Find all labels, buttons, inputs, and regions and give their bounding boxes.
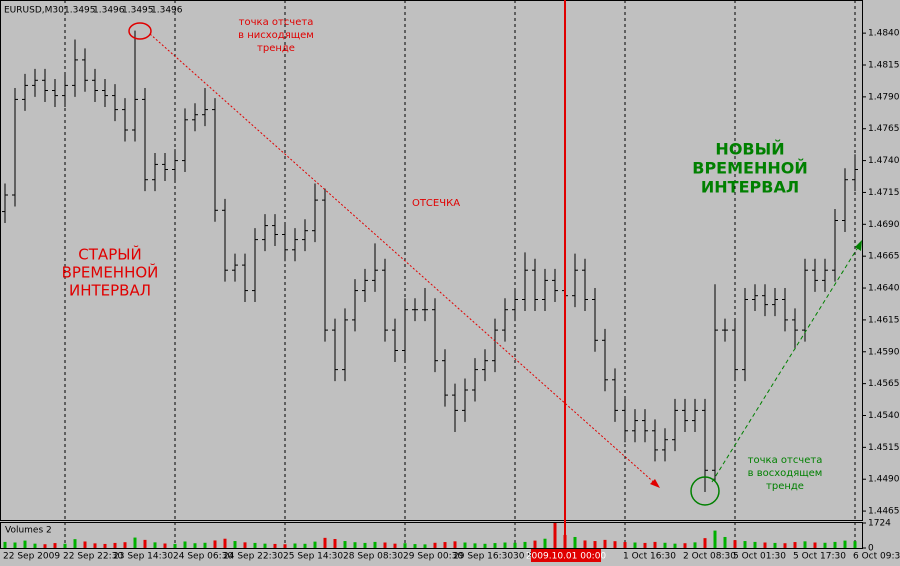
y-tick-label: 1.4665	[868, 252, 900, 262]
x-tick-label: 24 Sep 22:30	[223, 552, 283, 562]
annotation: НОВЫЙ	[715, 140, 784, 159]
y-tick-label: 1.4765	[868, 124, 900, 134]
x-tick-label: 2 Oct 08:30	[683, 552, 736, 562]
x-tick-label: 1 Oct 16:30	[623, 552, 676, 562]
down-trend-line	[149, 33, 659, 487]
y-tick-label: 1.4465	[868, 507, 900, 517]
y-tick-label: 1.4690	[868, 220, 900, 230]
start-circle	[690, 476, 720, 506]
x-tick-label: 29 Sep 00:30	[403, 552, 463, 562]
header-value: 1.3495	[122, 6, 154, 16]
annotation: тренде	[766, 481, 804, 492]
annotation: в нисходящем	[238, 30, 314, 41]
volume-tick-label: 0	[868, 544, 874, 554]
main-frame	[0, 0, 863, 521]
header-value: 1.3496	[93, 6, 125, 16]
cursor-label-bg	[531, 549, 601, 562]
annotation: СТАРЫЙ	[78, 245, 141, 264]
y-tick-label: 1.4740	[868, 156, 900, 166]
annotation: в восходящем	[748, 468, 823, 479]
annotation: ИНТЕРВАЛ	[701, 178, 799, 197]
y-tick-label: 1.4565	[868, 379, 900, 389]
annotation: ИНТЕРВАЛ	[69, 282, 151, 300]
annotation: тренде	[257, 43, 295, 54]
x-tick-label: 22 Sep 2009	[3, 552, 60, 562]
x-tick-label: 22 Sep 22:30	[63, 552, 123, 562]
cursor-label: 2009.10.01 00:00	[526, 552, 607, 562]
annotation: точка отсчета	[748, 455, 823, 466]
volume-title: Volumes 2	[5, 526, 52, 536]
x-tick-label: 29 Sep 16:30	[453, 552, 513, 562]
drawings	[128, 0, 862, 548]
y-tick-label: 1.4615	[868, 315, 900, 325]
arrow-head	[650, 479, 660, 488]
annotation: ВРЕМЕННОЙ	[692, 159, 807, 178]
y-tick-label: 1.4590	[868, 347, 900, 357]
y-tick-label: 1.4515	[868, 443, 900, 453]
y-tick-label: 1.4790	[868, 92, 900, 102]
y-tick-label: 1.4490	[868, 475, 900, 485]
header-symbol: EURUSD,M30	[4, 6, 64, 16]
y-tick-label: 1.4815	[868, 61, 900, 71]
y-tick-label: 1.4840	[868, 29, 900, 39]
y-tick-label: 1.4540	[868, 411, 900, 421]
header-value: 1.3495	[64, 6, 96, 16]
x-tick-label: 5 Oct 01:30	[733, 552, 786, 562]
annotation: ОТСЕЧКА	[412, 198, 460, 209]
header-value: 1.3496	[151, 6, 183, 16]
start-circle	[128, 22, 152, 40]
annotation: ВРЕМЕННОЙ	[62, 263, 159, 282]
x-tick-label: 25 Sep 14:30	[283, 552, 343, 562]
volume-tick-label: 1724	[868, 519, 891, 529]
x-tick-label: 6 Oct 09:30	[853, 552, 900, 562]
volume-frame	[0, 522, 863, 549]
up-trend-line	[711, 243, 861, 483]
x-tick-label: 24 Sep 06:30	[173, 552, 233, 562]
bars	[2, 30, 858, 548]
arrow-head	[855, 240, 862, 251]
x-tick-label: 5 Oct 17:30	[793, 552, 846, 562]
x-tick-label: 28 Sep 08:30	[343, 552, 403, 562]
labels: EURUSD,M30 1.34951.34961.34951.34961.4840…	[3, 6, 900, 562]
y-tick-label: 1.4640	[868, 284, 900, 294]
y-tick-label: 1.4715	[868, 188, 900, 198]
annotation: точка отсчета	[239, 17, 314, 28]
x-tick-label: 23 Sep 14:30	[113, 552, 173, 562]
